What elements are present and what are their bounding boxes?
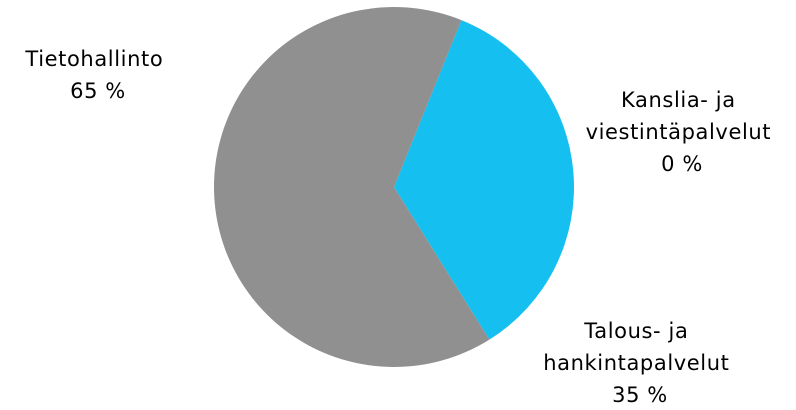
slice-label-kanslia: Kanslia- ja viestintäpalvelut 0 % — [586, 88, 779, 176]
slice-percent-tietohallinto: 65 % — [70, 79, 126, 103]
slice-tietohallinto — [214, 7, 490, 368]
slice-label-tietohallinto-line1: Tietohallinto — [24, 47, 163, 71]
slice-label-kanslia-line2: viestintäpalvelut — [586, 120, 772, 144]
pie-slices — [214, 7, 575, 368]
slice-label-talous: Talous- ja hankintapalvelut 35 % — [543, 319, 737, 407]
slice-label-tietohallinto: Tietohallinto 65 % — [24, 47, 170, 103]
slice-percent-talous: 35 % — [612, 383, 668, 407]
slice-label-talous-line1: Talous- ja — [583, 319, 688, 343]
slice-percent-kanslia: 0 % — [661, 152, 703, 176]
slice-label-kanslia-line1: Kanslia- ja — [621, 88, 736, 112]
slice-label-talous-line2: hankintapalvelut — [543, 351, 729, 375]
slice-talous — [394, 20, 575, 340]
